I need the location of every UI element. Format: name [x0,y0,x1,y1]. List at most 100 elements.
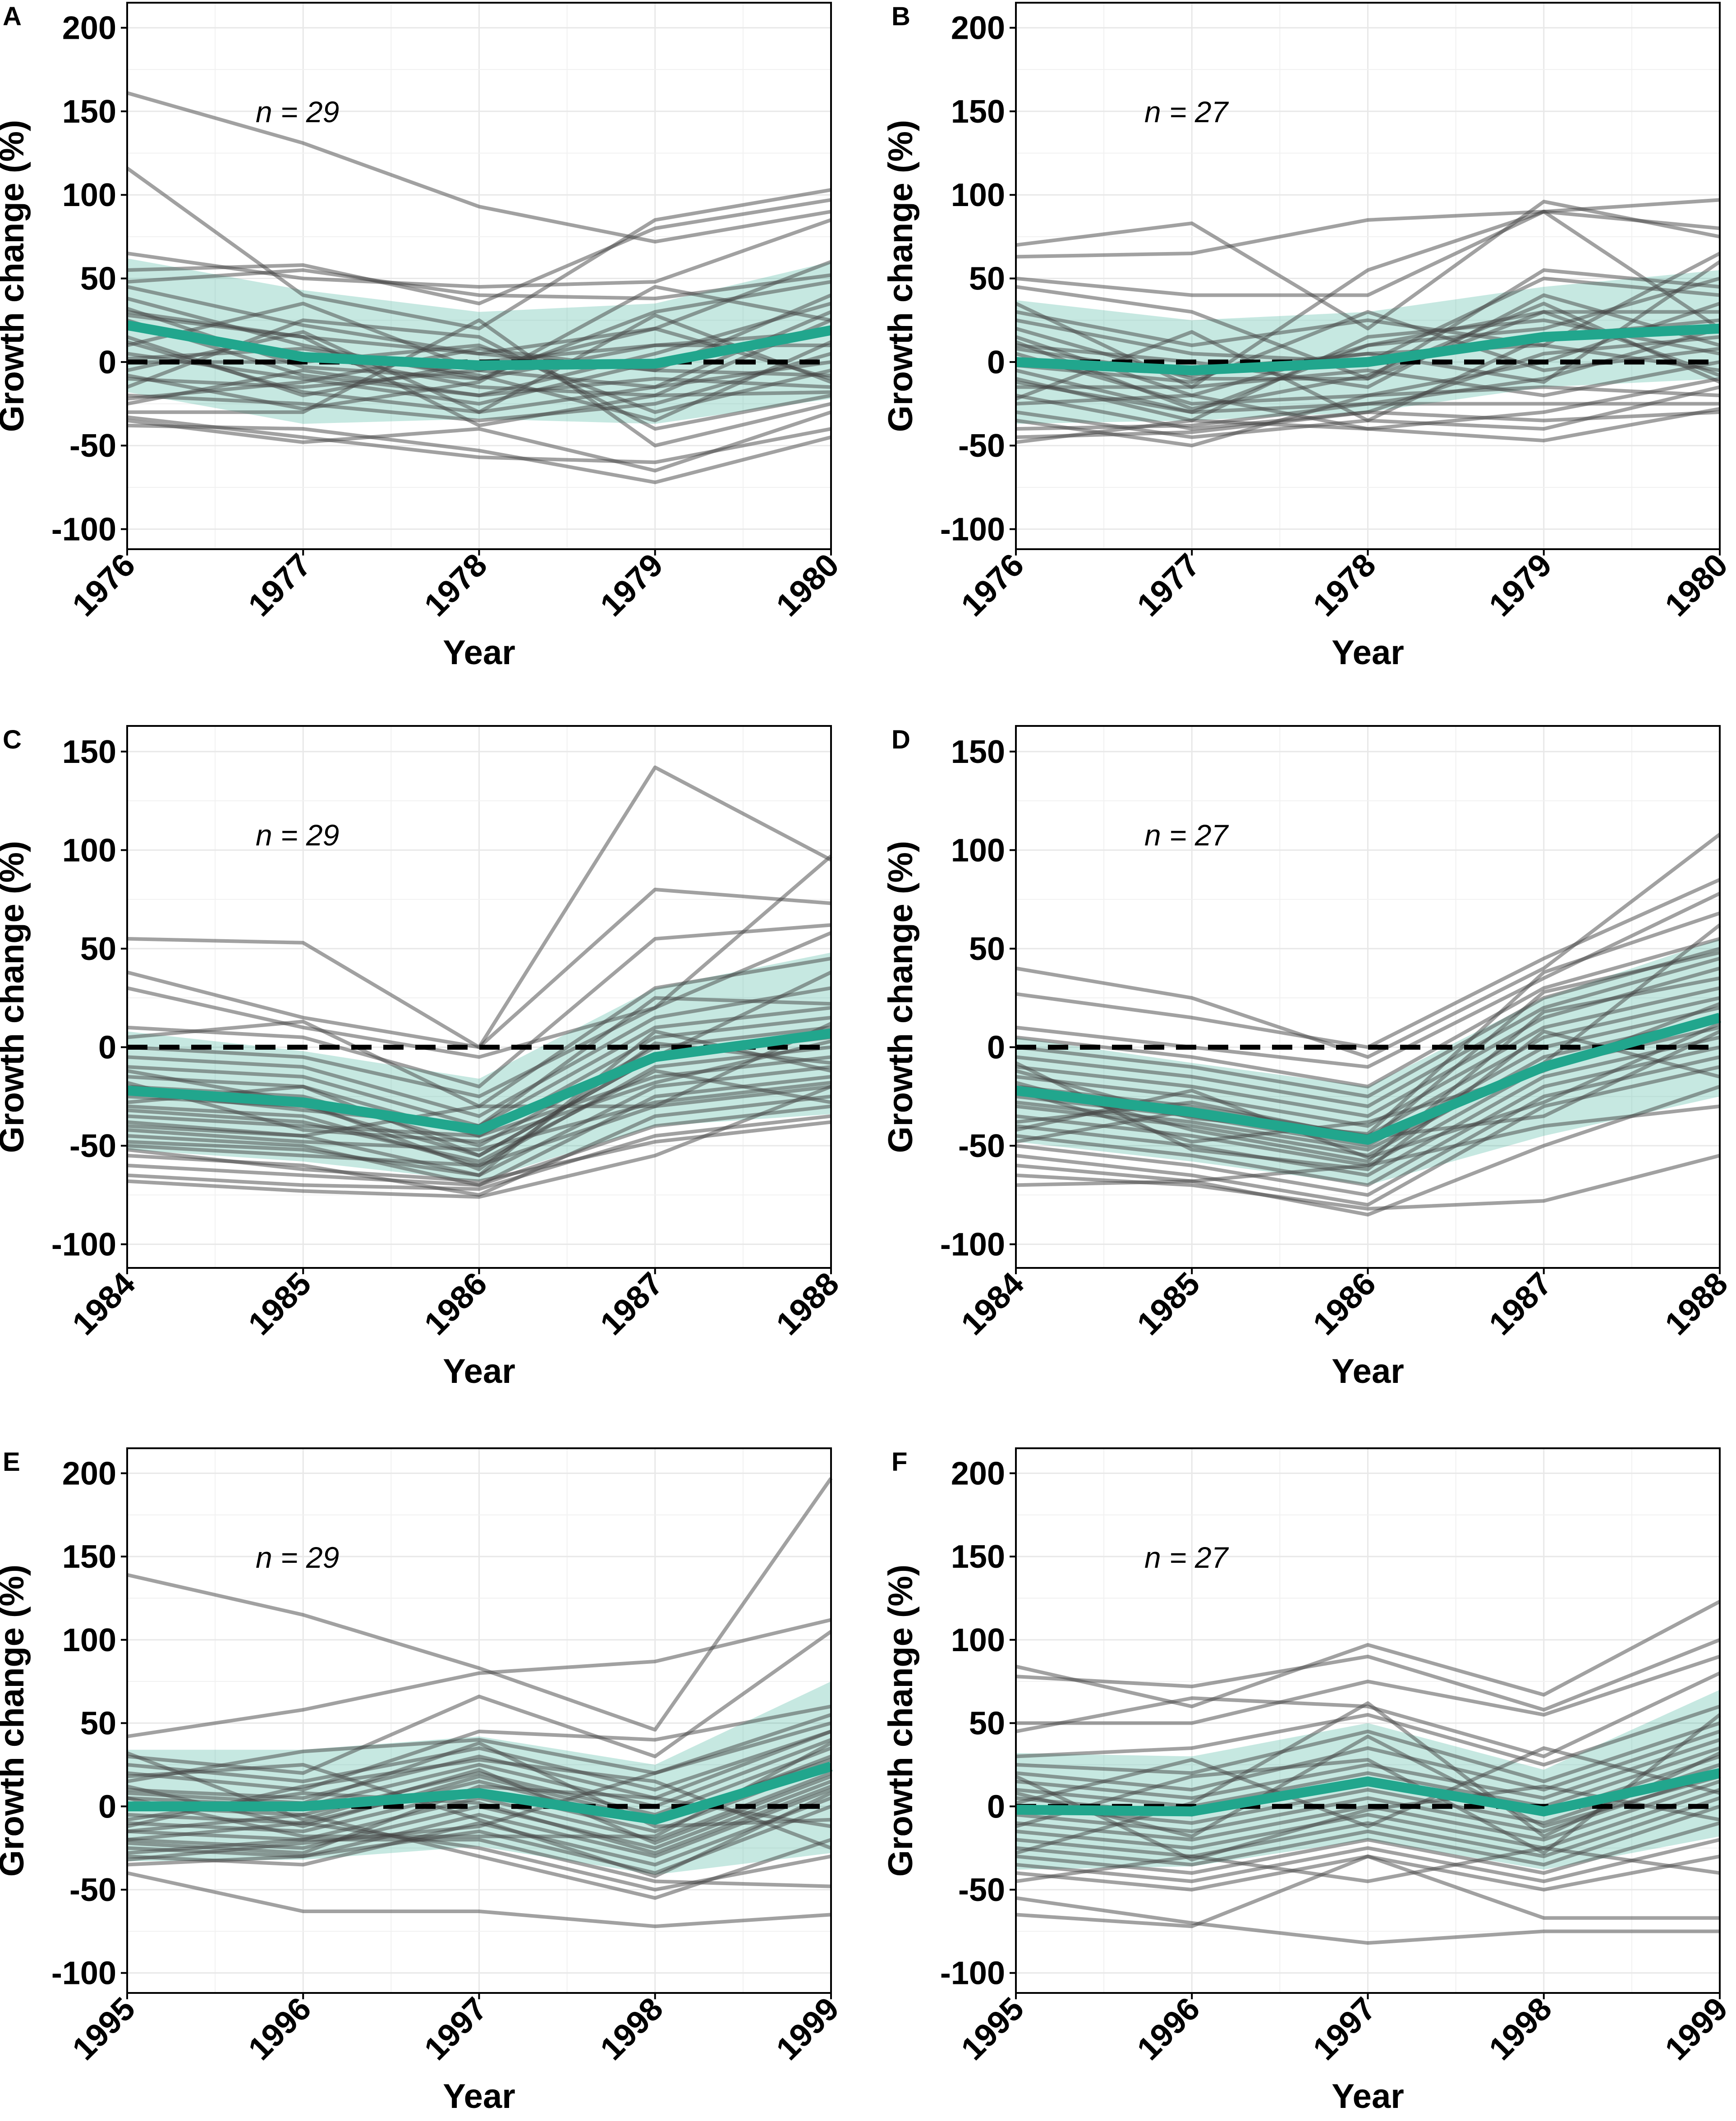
individual-series-line [127,931,832,1098]
y-tick-label: 100 [951,1622,1005,1658]
panel-letter: C [3,725,22,754]
individual-series-line [127,970,832,1157]
y-axis-title: Growth change (%) [882,1565,920,1877]
x-axis-title: Year [443,1352,515,1391]
y-tick-label: 0 [987,1789,1005,1825]
individual-series-line [1015,976,1720,1163]
individual-series-line [127,318,831,448]
individual-series-group [1015,1600,1721,1945]
x-tick-label: 1988 [769,1266,846,1342]
individual-series-line [127,1104,831,1187]
individual-series-line [1015,1671,1721,1758]
individual-series-line [127,1796,832,1867]
y-tick-label: 200 [62,1455,116,1492]
y-tick-label: -50 [958,428,1005,464]
individual-series-line [127,368,831,406]
individual-series-line [1015,1896,1720,1945]
individual-series-line [1015,1730,1721,1792]
gridlines [126,1448,832,1993]
individual-series-line [1015,210,1721,331]
x-tick-label: 1997 [1306,1991,1383,2067]
individual-series-line [127,986,831,1118]
individual-series-line [126,91,831,244]
x-tick-label: 1980 [769,547,846,624]
x-axis-title: Year [443,634,515,672]
y-tick-label: -100 [51,1227,116,1263]
individual-series-line [127,1741,831,1828]
individual-series-line [1015,1746,1721,1809]
x-axis-title: Year [1332,2077,1404,2116]
panel-letter: A [3,2,22,31]
x-axis-title: Year [1332,1352,1404,1391]
individual-series-line [1015,407,1720,444]
y-tick-label: 150 [62,734,116,770]
individual-series-line [1015,1704,1721,1767]
individual-series-line [127,1871,831,1928]
y-axis-title: Growth change (%) [0,841,31,1153]
y-tick-label: -100 [940,1227,1005,1263]
individual-series-line [127,1081,831,1152]
x-tick-label: 1980 [1658,547,1735,624]
individual-series-line [1015,200,1720,331]
x-tick-label: 1978 [418,547,494,624]
x-tick-label: 1979 [1482,547,1559,624]
y-tick-label: 150 [951,1539,1005,1575]
y-tick-label: -100 [51,1956,116,1992]
individual-series-line [127,1120,831,1183]
x-tick-label: 1977 [242,547,318,624]
y-tick-label: 150 [62,1539,116,1575]
individual-series-line [127,923,831,1088]
x-tick-label: 1985 [1130,1266,1207,1342]
individual-series-line [126,313,832,414]
individual-series-line [127,1838,831,1888]
individual-series-line [1015,1838,1720,1883]
individual-series-line [1015,947,1721,1098]
individual-series-line [1015,1104,1720,1187]
individual-series-line [127,854,832,1059]
individual-series-line [127,1618,831,1739]
x-tick-label: 1988 [1658,1266,1735,1342]
x-tick-label: 1987 [593,1266,670,1342]
x-tick-label: 1977 [1130,547,1207,624]
y-tick-label: 0 [98,1789,116,1825]
y-tick-label: 0 [987,344,1005,381]
panel-letter: B [891,2,910,31]
individual-series-line [127,347,831,401]
y-tick-label: -100 [940,1956,1005,1992]
y-tick-label: 50 [80,1706,116,1742]
individual-series-line [127,1713,832,1862]
y-tick-label: -50 [69,1872,116,1908]
individual-series-line [127,313,831,427]
individual-series-line [127,1085,832,1199]
x-tick-label: 1976 [65,547,142,624]
y-tick-label: 50 [969,261,1005,297]
x-tick-label: 1999 [769,1991,846,2067]
individual-series-line [1015,1771,1721,1833]
sample-size-label: n = 29 [256,818,339,852]
y-tick-label: -100 [940,512,1005,548]
mean-line [1015,1013,1721,1145]
individual-series-line [127,1804,832,1875]
x-tick-label: 1997 [418,1991,494,2067]
y-axis-title: Growth change (%) [882,841,920,1153]
y-tick-label: 100 [951,832,1005,868]
individual-series-line [127,285,831,411]
individual-series-line [127,1704,831,1792]
x-tick-label: 1996 [1130,1991,1207,2067]
panel-letter: D [891,725,910,754]
y-tick-label: -50 [958,1872,1005,1908]
y-tick-label: 100 [62,177,116,213]
y-tick-label: 200 [62,10,116,46]
individual-series-line [1015,1846,1720,1883]
x-tick-label: 1984 [65,1266,142,1342]
x-tick-label: 1987 [1482,1266,1559,1342]
mean-line [127,1028,832,1135]
x-tick-label: 1978 [1306,547,1383,624]
individual-series-line [1015,956,1721,1108]
